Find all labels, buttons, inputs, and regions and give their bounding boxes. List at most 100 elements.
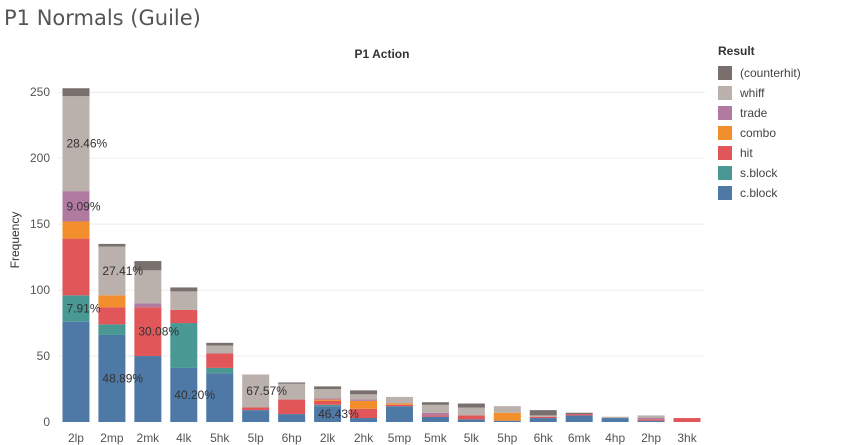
x-tick-label: 6mk [568,431,592,445]
legend-item[interactable]: whiff [718,83,853,103]
x-tick-label: 2mk [137,431,161,445]
bar-segment-2mp-counterhit [98,243,126,247]
legend-title: Result [718,44,755,58]
x-tick-label: 4hp [605,431,625,445]
data-label: 9.09% [66,199,100,213]
bar-segment-5mp-cblock [385,406,413,422]
legend-item[interactable]: combo [718,123,853,143]
bar-segment-2lk-whiff [314,389,342,399]
bar-segment-5lk-hit [457,415,485,420]
bar-segment-2hk-whiff [350,394,378,400]
legend-item[interactable]: c.block [718,183,853,203]
bar-segment-5lp-whiff [242,374,270,408]
bar-segment-2lp-counterhit [62,88,90,97]
legend-label: c.block [740,186,778,200]
bar-segment-5lp-cblock [242,410,270,422]
y-ticks: 0 50 100 150 200 250 [30,85,50,429]
bar-segment-6hp-cblock [278,414,306,422]
x-tick-label: 5lk [464,431,480,445]
bar-segment-4hp-cblock [601,418,629,422]
bar-segment-5mp-hit [385,404,413,407]
bar-segment-4lk-hit [170,309,198,324]
bar-segment-6hp-whiff [278,383,306,400]
bar-segment-2lp-cblock [62,321,90,422]
bar-segment-2lk-cblock [314,406,342,422]
bar-segment-6hp-hit [278,399,306,415]
bar-segment-5mk-hit [421,415,449,417]
y-tick-label: 50 [37,349,51,363]
bar-segment-2mp-sblock [98,324,126,335]
y-tick-label: 250 [30,85,50,99]
bar-segment-3hk-hit [673,418,701,422]
bar-segment-2mk-hit [134,307,162,357]
bar-segment-5hk-cblock [206,373,234,422]
bar-segment-2lk-combo [314,399,342,401]
x-tick-label: 6hp [282,431,302,445]
bar-segment-5mk-cblock [421,416,449,422]
bar-segment-2hp-cblock [637,420,665,422]
bar-segment-6hk-whiff [529,415,557,417]
x-tick-label: 5hk [210,431,230,445]
bar-segment-2lp-hit [62,238,90,296]
data-label: 67.57% [246,384,287,398]
bar-segment-6mk-counterhit [565,412,593,415]
bar-segment-2hp-whiff [637,415,665,419]
legend-label: (counterhit) [740,66,801,80]
legend-item[interactable]: (counterhit) [718,63,853,83]
x-tick-label: 6hk [534,431,554,445]
legend-items: (counterhit) whiff trade combo hit s.block c.b… [718,63,853,203]
x-tick-label: 3hk [677,431,697,445]
legend-label: hit [740,146,753,160]
bar-segment-5hk-hit [206,353,234,368]
x-tick-label: 2hk [354,431,374,445]
bar-segment-4lk-counterhit [170,287,198,292]
legend-label: combo [740,126,777,140]
bar-segment-2lp-combo [62,221,90,239]
data-label: 46.43% [318,407,359,421]
legend: Result (counterhit) whiff trade combo hit s.b… [718,44,853,203]
page-title: P1 Normals (Guile) [4,6,201,30]
legend-label: trade [740,106,768,120]
legend-label: s.block [740,166,778,180]
y-tick-label: 200 [30,151,50,165]
legend-item[interactable]: s.block [718,163,853,183]
bar-segment-5lp-hit [242,407,270,411]
bar-segment-4lk-whiff [170,291,198,310]
bar-segment-2mk-counterhit [134,261,162,271]
bar-segment-6hp-counterhit [278,382,306,384]
data-label: 30.08% [138,325,179,339]
bar-segment-5hk-sblock [206,367,234,374]
legend-item[interactable]: hit [718,143,853,163]
data-label: 27.41% [102,264,143,278]
bar-segment-2hk-trade [350,399,378,401]
gridlines [58,91,705,357]
bar-segment-5lk-cblock [457,419,485,422]
x-tick-label: 5mk [424,431,448,445]
bar-segment-2mp-whiff [98,246,126,296]
x-tick-label: 5mp [388,431,412,445]
bar-segment-2mp-cblock [98,334,126,422]
bar-segment-2mk-whiff [134,270,162,304]
bar-segment-2lp-sblock [62,295,90,322]
legend-swatch [718,186,732,200]
bar-segment-6mk-cblock [565,415,593,422]
bar-labels: 28.46% 9.09% 7.91% 27.41% 48.89% 30.08% 40.20%… [66,137,359,421]
legend-swatch [718,66,732,80]
legend-swatch [718,166,732,180]
chart-title: P1 Action [355,47,410,61]
bar-segment-2hk-cblock [350,418,378,422]
data-label: 48.89% [102,371,143,385]
bar-segment-2mp-combo [98,295,126,308]
data-label: 40.20% [174,388,215,402]
x-tick-label: 5hp [497,431,517,445]
bar-segment-6hk-cblock [529,418,557,422]
bar-segment-5hk-counterhit [206,342,234,346]
bar-segment-5hp-whiff [493,406,521,413]
legend-item[interactable]: trade [718,103,853,123]
bar-segment-2lk-trade [314,398,342,400]
bar-segment-2lk-hit [314,400,342,405]
bar-segment-5mp-whiff [385,396,413,404]
x-tick-label: 2hp [641,431,661,445]
bar-segment-2mk-cblock [134,356,162,422]
